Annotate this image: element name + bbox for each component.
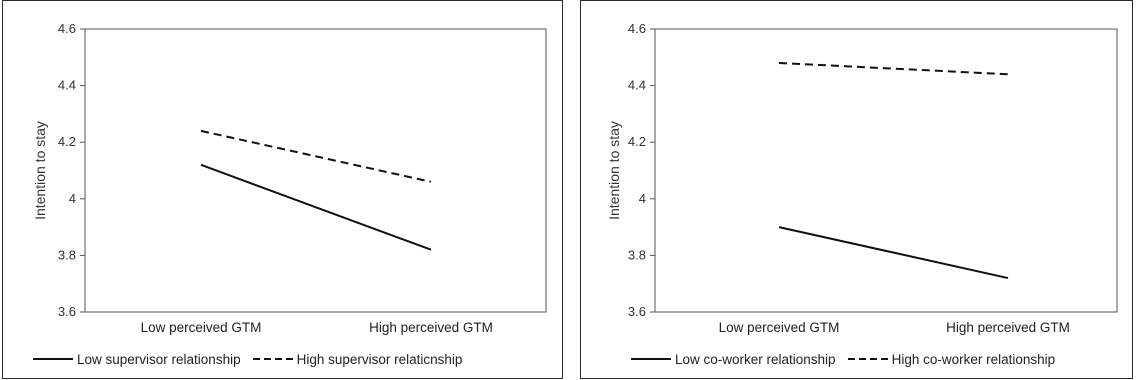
y-tick-label: 4 <box>639 191 646 206</box>
plot-area <box>654 28 1118 313</box>
chart-coworker: 3.6 3.8 4 4.2 4.4 4.6 Low perceived GTM High pe… <box>606 21 1118 335</box>
y-tick-label: 4.4 <box>628 78 646 93</box>
chart-panel-supervisor: 3.6 3.8 4 4.2 4.4 4.6 Low perceived GTM High pe… <box>2 0 563 379</box>
legend-item-high-supervisor: High supervisor relaticnship <box>251 351 463 367</box>
y-axis-label: Intention to stay <box>32 121 48 220</box>
legend-item-low-supervisor: Low supervisor relationship <box>31 352 241 367</box>
y-tick-label: 3.8 <box>58 247 76 262</box>
legend-swatch-solid <box>631 358 671 360</box>
x-category-label: High perceived GTM <box>369 320 493 335</box>
y-tick-label: 4.2 <box>628 134 646 149</box>
legend-item-high-coworker: High co-worker relationship <box>846 351 1056 367</box>
legend-item-low-coworker: Low co-worker relationship <box>629 352 836 367</box>
legend-label-low-supervisor: Low supervisor relationship <box>77 351 241 367</box>
x-category-label: Low perceived GTM <box>719 320 840 335</box>
legend-supervisor: Low supervisor relationship High supervi… <box>31 347 472 371</box>
plot-area <box>84 28 547 313</box>
chart-panel-coworker: 3.6 3.8 4 4.2 4.4 4.6 Low perceived GTM High pe… <box>580 0 1133 379</box>
legend-label-high-coworker: High co-worker relationship <box>891 351 1056 367</box>
legend-coworker: Low co-worker relationship High co-worke… <box>629 347 1065 371</box>
y-tick-label: 4.4 <box>58 78 76 93</box>
y-tick-label: 4.2 <box>58 134 76 149</box>
x-category-label: Low perceived GTM <box>141 320 262 335</box>
y-tick-label: 4.6 <box>58 21 76 36</box>
series-line-high <box>200 129 432 183</box>
legend-swatch-dashed <box>847 358 888 360</box>
legend-swatch-solid <box>33 358 73 360</box>
y-tick-label: 4.6 <box>628 21 646 36</box>
y-tick-label: 3.6 <box>58 304 76 319</box>
series-line-low <box>778 226 1009 280</box>
legend-swatch-dashed <box>252 358 293 360</box>
series-line-low <box>200 163 432 251</box>
y-tick-label: 3.8 <box>628 247 646 262</box>
x-category-label: High perceived GTM <box>946 320 1070 335</box>
legend-label-high-supervisor: High supervisor relaticnship <box>296 351 463 367</box>
y-tick-label: 3.6 <box>628 304 646 319</box>
y-axis-label: Intention to stay <box>606 121 622 220</box>
y-tick-label: 4 <box>69 191 76 206</box>
series-line-high <box>778 61 1009 76</box>
chart-supervisor: 3.6 3.8 4 4.2 4.4 4.6 Low perceived GTM High pe… <box>32 21 547 335</box>
legend-label-low-coworker: Low co-worker relationship <box>675 351 836 367</box>
